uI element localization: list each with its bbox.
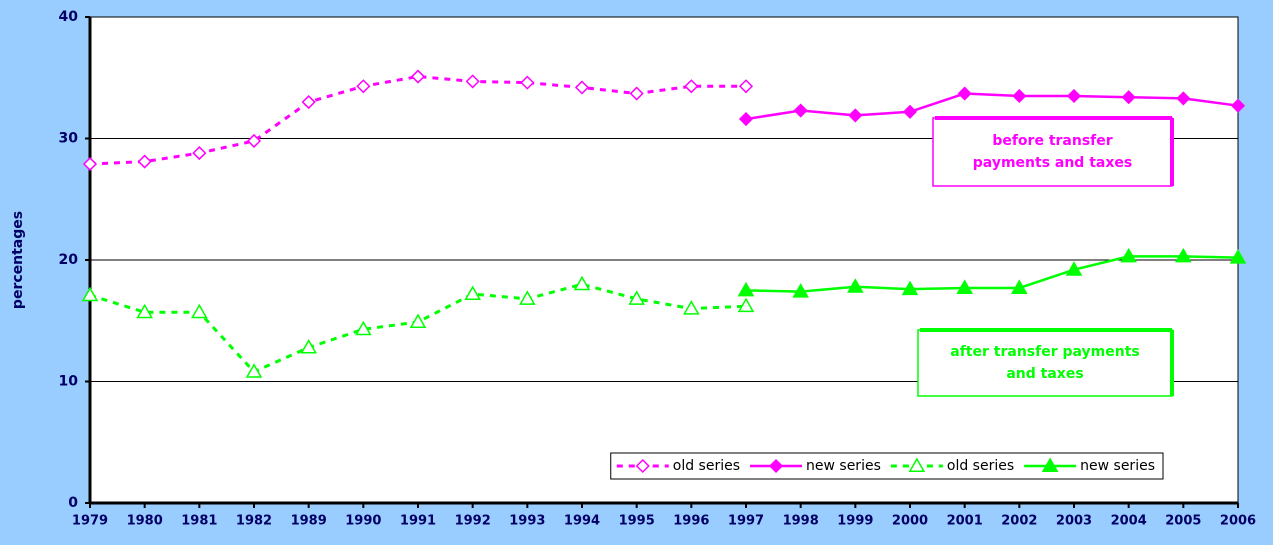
y-tick-label: 20 (59, 252, 79, 268)
x-tick-label: 1996 (673, 514, 709, 529)
y-tick-label: 40 (59, 9, 79, 25)
x-tick-label: 2002 (1001, 514, 1037, 529)
annotation-text: payments and taxes (973, 155, 1132, 171)
y-tick-label: 0 (68, 495, 78, 511)
x-tick-label: 1989 (291, 514, 327, 529)
annotation-box (917, 329, 1173, 397)
marker (768, 458, 784, 474)
annotation-box (932, 117, 1173, 187)
x-tick-label: 1991 (400, 514, 436, 529)
x-tick-label: 1994 (564, 514, 600, 529)
y-axis-label: percentages (10, 211, 26, 309)
x-tick-label: 1990 (345, 514, 381, 529)
x-tick-label: 2001 (947, 514, 983, 529)
x-tick-label: 1981 (181, 514, 217, 529)
legend-item: old series (616, 458, 740, 474)
marker (1012, 88, 1027, 104)
marker (635, 458, 650, 474)
marker (465, 74, 480, 89)
x-tick-label: 2003 (1056, 514, 1092, 529)
x-tick-label: 1992 (455, 514, 491, 529)
x-tick-label: 1982 (236, 514, 272, 529)
marker (246, 133, 262, 148)
x-tick-label: 2004 (1111, 514, 1147, 529)
series-line (745, 255, 1239, 293)
x-tick-label: 1980 (127, 514, 163, 529)
legend-text: new series (1080, 458, 1155, 474)
legend-item: new series (1024, 457, 1155, 474)
marker (82, 156, 98, 172)
marker (137, 154, 152, 169)
marker (192, 146, 207, 161)
marker (1121, 90, 1136, 105)
marker (1120, 247, 1137, 263)
marker (410, 69, 426, 84)
x-tick-label: 1998 (783, 514, 819, 529)
marker (792, 283, 809, 298)
marker (520, 75, 535, 90)
legend-item: old series (890, 457, 1014, 474)
marker (519, 290, 536, 305)
x-tick-label: 2006 (1220, 514, 1256, 529)
marker (629, 86, 644, 101)
marker (684, 79, 699, 94)
marker (1176, 91, 1191, 106)
annotation-text: before transfer (992, 133, 1112, 149)
x-tick-label: 1993 (509, 514, 545, 529)
marker (574, 80, 590, 95)
x-tick-label: 2000 (892, 514, 928, 529)
marker (901, 280, 919, 296)
marker (1229, 249, 1247, 264)
x-tick-label: 2005 (1165, 514, 1201, 529)
marker (409, 313, 427, 328)
marker (300, 338, 317, 354)
y-tick-label: 30 (59, 131, 79, 147)
marker (956, 279, 973, 294)
marker (356, 79, 371, 94)
marker (245, 363, 263, 378)
marker (738, 111, 754, 127)
annotation-text: after transfer payments (950, 344, 1139, 360)
marker (1175, 247, 1192, 263)
x-tick-label: 1979 (72, 514, 108, 529)
marker (737, 281, 755, 297)
marker (1011, 279, 1028, 294)
marker (355, 320, 372, 336)
marker (1065, 261, 1083, 276)
marker (301, 94, 316, 110)
legend-text: new series (806, 458, 881, 474)
marker (908, 457, 926, 472)
marker (464, 285, 481, 301)
y-tick-label: 10 (59, 374, 79, 390)
marker (737, 297, 755, 313)
x-tick-label: 1995 (619, 514, 655, 529)
marker (1041, 457, 1059, 472)
marker (848, 108, 863, 123)
x-tick-label: 1999 (837, 514, 873, 529)
marker (1066, 88, 1082, 104)
marker (902, 104, 918, 119)
series-line (745, 92, 1239, 121)
marker (191, 303, 208, 319)
legend-item: new series (750, 458, 881, 474)
marker (1230, 98, 1246, 113)
marker (793, 103, 808, 118)
marker (957, 86, 972, 101)
legend-text: old series (673, 458, 740, 474)
legend: old series new series old series new series (610, 452, 1164, 480)
marker (81, 286, 99, 302)
marker (136, 303, 153, 319)
marker (683, 300, 700, 315)
x-tick-label: 1997 (728, 514, 764, 529)
annotation-text: and taxes (1006, 366, 1083, 382)
marker (628, 290, 645, 305)
marker (738, 79, 754, 94)
marker (573, 275, 591, 291)
legend-text: old series (947, 458, 1014, 474)
marker (847, 278, 864, 293)
